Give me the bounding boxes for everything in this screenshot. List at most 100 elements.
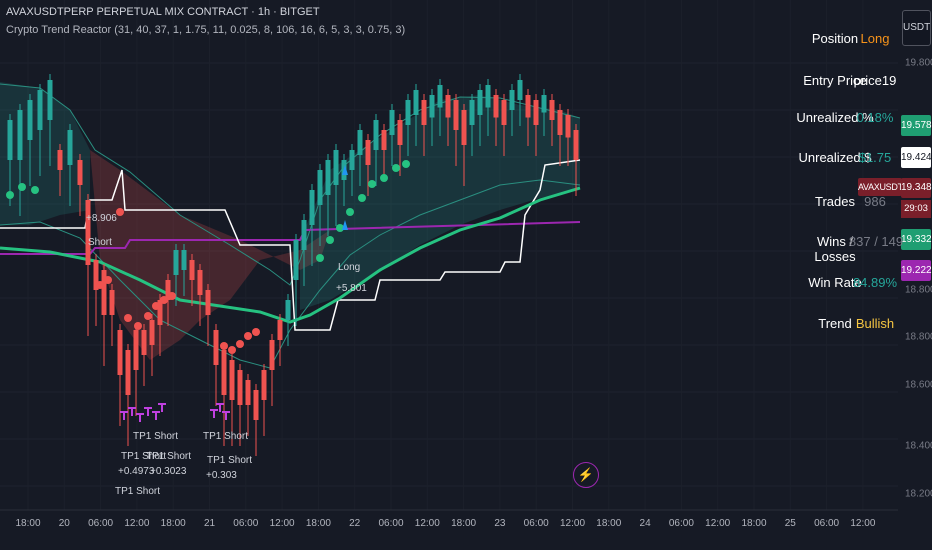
- currency-button[interactable]: USDT: [902, 10, 931, 46]
- candle-body: [357, 130, 363, 155]
- signal-dot: [168, 292, 176, 300]
- candle-body: [277, 320, 283, 340]
- candle-body: [317, 170, 323, 205]
- signal-dot: [104, 276, 112, 284]
- time-tick: 12:00: [850, 518, 876, 529]
- candle-body: [213, 330, 219, 365]
- price-tick: 19.800: [905, 57, 932, 69]
- candle-body: [197, 270, 203, 295]
- signal-dot: [368, 180, 376, 188]
- signal-dot: [346, 208, 354, 216]
- tp-label: TP1 Short: [203, 431, 249, 442]
- ema-line: [0, 186, 581, 324]
- candle-body: [365, 140, 371, 165]
- stat-winrate-label: Win Rate: [808, 275, 862, 290]
- countdown-tag: 29:03: [901, 200, 931, 218]
- time-tick: 23: [494, 518, 506, 529]
- candle-body: [349, 150, 355, 170]
- signal-dot: [6, 191, 14, 199]
- stat-entry-value: price19: [853, 73, 897, 88]
- candle-body: [557, 110, 563, 135]
- short-signal-price: +8.906: [86, 213, 117, 224]
- tp-marker: [216, 403, 224, 412]
- time-tick: 06:00: [378, 518, 404, 529]
- candle-body: [325, 160, 331, 195]
- candle-body: [173, 250, 179, 275]
- time-tick: 06:00: [88, 518, 114, 529]
- stat-position-label: Position: [811, 31, 859, 46]
- tp-label: TP1 Short: [115, 486, 161, 497]
- candle-body: [429, 95, 435, 118]
- candle-body: [573, 130, 579, 160]
- indicator-title[interactable]: Crypto Trend Reactor (31, 40, 37, 1, 1.7…: [6, 24, 406, 36]
- signal-dot: [244, 332, 252, 340]
- signal-dot: [134, 322, 142, 330]
- signal-dot: [326, 236, 334, 244]
- price-tag-stop-line: 19.424: [901, 147, 932, 168]
- candle-body: [85, 200, 91, 265]
- candle-body: [501, 100, 507, 125]
- long-signal-price: +5.801: [336, 283, 367, 294]
- tp-marker: [152, 411, 160, 420]
- signal-dot: [236, 340, 244, 348]
- candle-body: [333, 150, 339, 185]
- candle-body: [381, 130, 387, 150]
- tp-marker: [136, 413, 144, 422]
- candle-body: [27, 100, 33, 140]
- symbol-tag: AVAXUSDT.P: [858, 178, 910, 196]
- tp-marker: [128, 407, 136, 416]
- candle-body: [533, 100, 539, 125]
- stat-position-value: Long: [860, 31, 890, 46]
- candle-body: [165, 280, 171, 300]
- candle-body: [453, 100, 459, 130]
- signal-dot: [31, 186, 39, 194]
- candle-body: [189, 260, 195, 280]
- candle-body: [77, 160, 83, 185]
- time-tick: 06:00: [523, 518, 549, 529]
- tp-label: +0.303: [206, 470, 237, 481]
- price-tag-ema: 19.332: [901, 229, 932, 250]
- stat-winrate-value: 84.89%: [852, 275, 898, 290]
- candle-body: [269, 340, 275, 370]
- candle-body: [517, 80, 523, 100]
- stat-wl-label: Wins / Losses: [814, 234, 856, 264]
- stat-wl-value: 837 / 149: [848, 234, 904, 249]
- candle-body: [109, 290, 115, 315]
- time-tick: 24: [639, 518, 651, 529]
- tp-marker: [144, 407, 152, 416]
- lightning-bolt-icon[interactable]: ⚡: [573, 462, 599, 488]
- long-arrow-icon: [342, 220, 348, 230]
- candle-body: [205, 290, 211, 315]
- candle-body: [373, 120, 379, 150]
- candle-body: [549, 100, 555, 120]
- price-axis[interactable]: [898, 0, 932, 510]
- candle-body: [149, 320, 155, 345]
- candle-body: [229, 360, 235, 400]
- time-tick: 12:00: [269, 518, 295, 529]
- candle-body: [565, 115, 571, 138]
- tp-marker: [210, 409, 218, 418]
- price-tick: 18.600: [905, 379, 932, 391]
- stat-unreal-pct-value: 0.18%: [856, 110, 894, 125]
- tp-label: TP1 Short: [207, 455, 253, 466]
- signal-dot: [152, 302, 160, 310]
- price-tag-purple-line: 19.222: [901, 260, 932, 281]
- candle-body: [509, 90, 515, 110]
- candle-body: [141, 330, 147, 355]
- price-tick: 18.200: [905, 488, 932, 500]
- time-tick: 12:00: [124, 518, 150, 529]
- candle-body: [389, 110, 395, 135]
- stat-trades-label: Trades: [815, 194, 855, 209]
- candle-body: [293, 240, 299, 280]
- candle-body: [541, 95, 547, 113]
- long-arrow-icon: [342, 165, 348, 175]
- time-tick: 12:00: [559, 518, 586, 529]
- time-tick: 18:00: [596, 518, 622, 529]
- signal-dot: [402, 160, 410, 168]
- signal-dot: [380, 174, 388, 182]
- candle-body: [253, 390, 259, 420]
- candle-body: [405, 100, 411, 125]
- candle-body: [7, 120, 13, 160]
- candle-body: [525, 95, 531, 118]
